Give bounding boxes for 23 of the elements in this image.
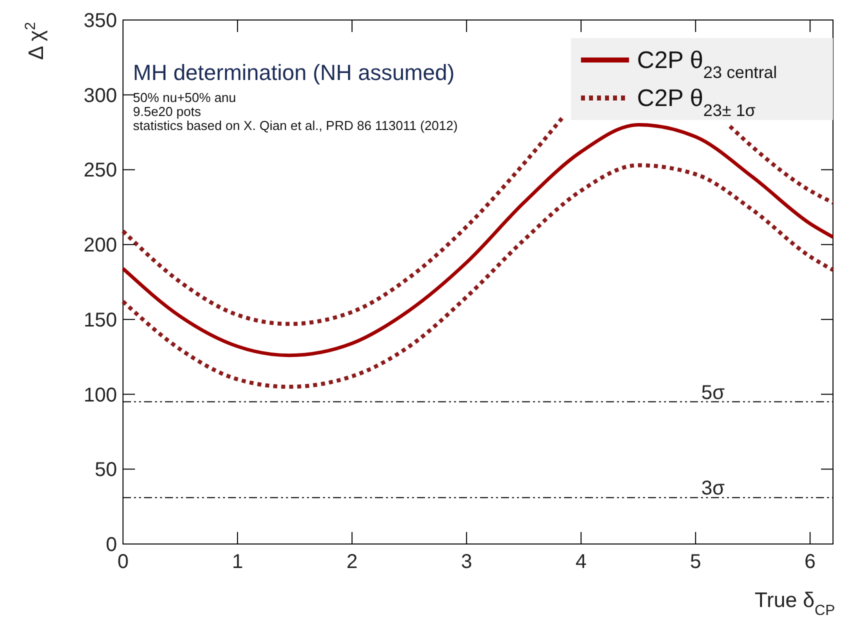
y-tick-label: 250 [84,160,117,182]
y-tick-label: 50 [94,459,117,482]
legend-label: C2P θ$_{23± 1σ}$ [637,85,756,120]
x-tick-label: 4 [576,551,587,573]
legend-label: C2P θ$_{23 central}$ [637,47,777,82]
y-tick-label: 350 [84,10,117,32]
y-tick-label: 150 [84,309,117,332]
x-axis-title: True δ$_{CP}$ [754,589,836,619]
ref-line-label: 3σ [701,478,726,500]
text: MH determination (NH assumed) [133,60,455,85]
annotation: 9.5e20 pots [133,104,202,119]
y-tick-label: 0 [106,534,117,556]
y-tick-label: 100 [84,384,117,406]
x-tick-label: 6 [804,551,816,573]
ref-line-label: 5σ [701,382,726,404]
x-tick-label: 5 [690,551,702,573]
x-tick-label: 2 [346,551,358,573]
y-tick-label: 300 [84,84,117,107]
annotation: statistics based on X. Qian et al., PRD 86 113011 (2012) [133,118,458,133]
x-tick-label: 3 [460,551,472,573]
y-tick-label: 200 [84,234,117,257]
x-tick-label: 1 [232,551,244,573]
annotation: 50% nu+50% anu [133,90,236,105]
